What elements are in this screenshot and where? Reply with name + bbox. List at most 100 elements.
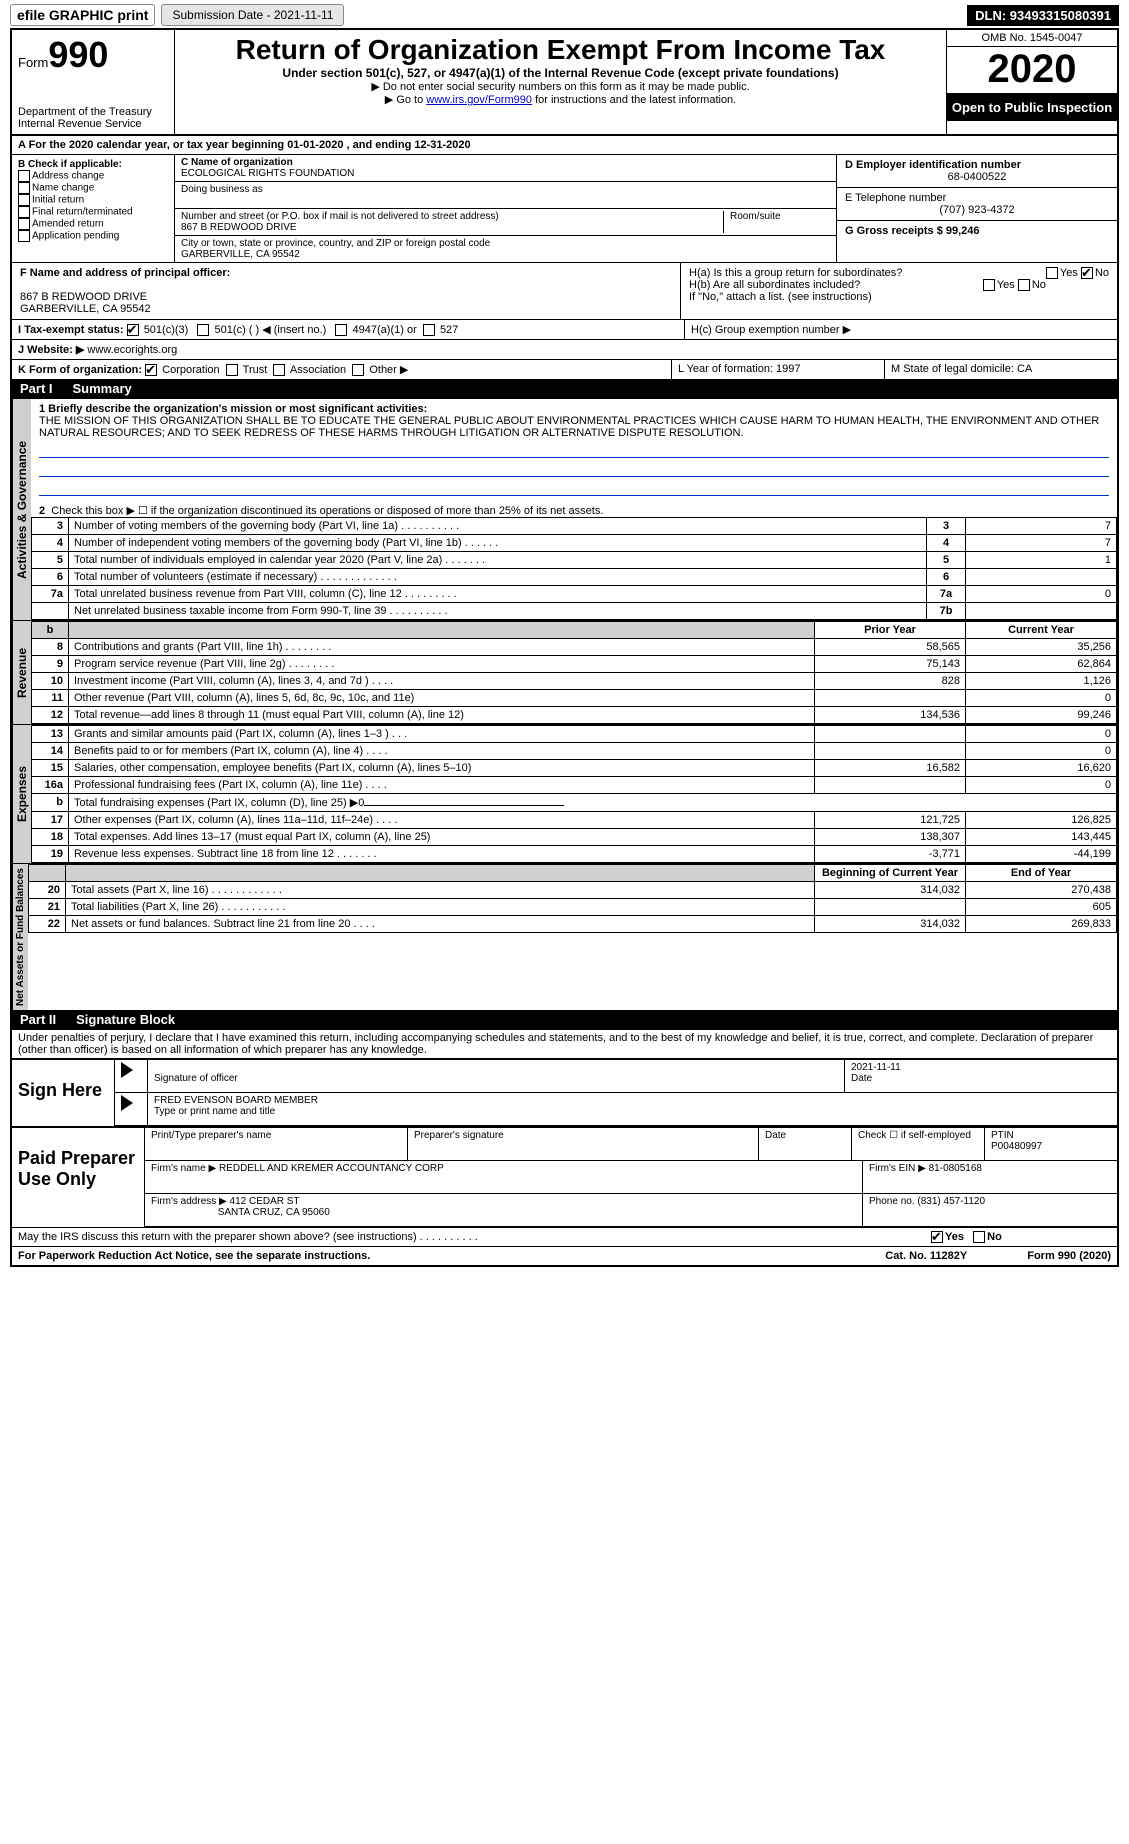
lbl-yes2: Yes — [997, 279, 1015, 291]
lbl-name-change: Name change — [32, 183, 94, 194]
revenue-table: bPrior YearCurrent Year8Contributions an… — [31, 621, 1117, 724]
street-address: 867 B REDWOOD DRIVE — [181, 222, 717, 233]
chk-assoc[interactable] — [273, 364, 285, 376]
chk-discuss-yes[interactable] — [931, 1231, 943, 1243]
lbl-initial-return: Initial return — [32, 195, 84, 206]
lbl-address-change: Address change — [32, 171, 104, 182]
officer-addr1: 867 B REDWOOD DRIVE — [20, 291, 672, 303]
opt-assoc: Association — [290, 364, 346, 376]
opt-501c3: 501(c)(3) — [144, 324, 189, 336]
prep-date-hdr: Date — [759, 1128, 852, 1160]
paperwork-notice: For Paperwork Reduction Act Notice, see … — [18, 1250, 370, 1262]
mission-text: THE MISSION OF THIS ORGANIZATION SHALL B… — [39, 415, 1109, 439]
city-label: City or town, state or province, country… — [181, 238, 830, 249]
chk-ha-no[interactable] — [1081, 267, 1093, 279]
opt-527: 527 — [440, 324, 458, 336]
form-title-box: Return of Organization Exempt From Incom… — [175, 30, 946, 134]
lbl-no: No — [1095, 267, 1109, 279]
chk-other[interactable] — [352, 364, 364, 376]
ptin-value: P00480997 — [991, 1141, 1042, 1152]
opt-4947: 4947(a)(1) or — [353, 324, 417, 336]
ssn-note: ▶ Do not enter social security numbers o… — [183, 80, 938, 93]
chk-hb-no[interactable] — [1018, 279, 1030, 291]
expenses-table: 13Grants and similar amounts paid (Part … — [31, 725, 1117, 863]
chk-501c3[interactable] — [127, 324, 139, 336]
ha-label: H(a) Is this a group return for subordin… — [689, 267, 902, 279]
hc-label: H(c) Group exemption number ▶ — [684, 320, 1117, 339]
chk-final-return[interactable] — [18, 206, 30, 218]
form-number: 990 — [48, 34, 108, 75]
gross-receipts: G Gross receipts $ 99,246 — [845, 225, 1109, 237]
ptin-label: PTIN — [991, 1130, 1014, 1141]
l-label: L Year of formation: 1997 — [671, 360, 884, 379]
tab-revenue: Revenue — [12, 621, 31, 724]
i-label: I Tax-exempt status: — [18, 324, 124, 336]
lbl-no2: No — [1032, 279, 1046, 291]
firm-name: REDDELL AND KREMER ACCOUNTANCY CORP — [219, 1163, 444, 1174]
omb-number: OMB No. 1545-0047 — [947, 30, 1117, 47]
perjury-declaration: Under penalties of perjury, I declare th… — [12, 1029, 1117, 1058]
ein-label: D Employer identification number — [845, 159, 1109, 171]
firm-name-label: Firm's name ▶ — [151, 1163, 216, 1174]
chk-app-pending[interactable] — [18, 230, 30, 242]
tab-expenses: Expenses — [12, 725, 31, 863]
chk-4947[interactable] — [335, 324, 347, 336]
cat-number: Cat. No. 11282Y — [885, 1250, 967, 1262]
city-value: GARBERVILLE, CA 95542 — [181, 249, 830, 260]
phone-label: E Telephone number — [845, 192, 1109, 204]
form-label: Form — [18, 55, 48, 70]
chk-trust[interactable] — [226, 364, 238, 376]
chk-hb-yes[interactable] — [983, 279, 995, 291]
chk-501c[interactable] — [197, 324, 209, 336]
firm-ein: 81-0805168 — [929, 1163, 982, 1174]
prep-sig-hdr: Preparer's signature — [408, 1128, 759, 1160]
opt-501c: 501(c) ( ) ◀ (insert no.) — [215, 324, 327, 336]
hb-label: H(b) Are all subordinates included? — [689, 279, 860, 291]
opt-corp: Corporation — [162, 364, 219, 376]
prep-self-hdr: Check ☐ if self-employed — [852, 1128, 985, 1160]
form-id-box: Form990 Department of the Treasury Inter… — [12, 30, 175, 134]
addr-label: Number and street (or P.O. box if mail i… — [181, 211, 717, 222]
lbl-discuss-yes: Yes — [945, 1231, 964, 1243]
chk-address-change[interactable] — [18, 170, 30, 182]
form-ref: Form 990 (2020) — [1027, 1250, 1111, 1262]
year-box: OMB No. 1545-0047 2020 Open to Public In… — [946, 30, 1117, 134]
opt-other: Other ▶ — [369, 364, 408, 376]
discuss-question: May the IRS discuss this return with the… — [12, 1228, 925, 1246]
m-label: M State of legal domicile: CA — [884, 360, 1117, 379]
lbl-discuss-no: No — [987, 1231, 1002, 1243]
firm-ein-label: Firm's EIN ▶ — [869, 1163, 926, 1174]
firm-city: SANTA CRUZ, CA 95060 — [218, 1207, 330, 1218]
chk-corp[interactable] — [145, 364, 157, 376]
goto-pre: ▶ Go to — [385, 94, 426, 106]
part2-label: Part II — [20, 1012, 56, 1027]
firm-addr: 412 CEDAR ST — [230, 1196, 300, 1207]
sig-officer-label: Signature of officer — [154, 1073, 238, 1084]
instructions-link[interactable]: www.irs.gov/Form990 — [426, 94, 532, 106]
arrow-icon — [121, 1062, 133, 1078]
chk-discuss-no[interactable] — [973, 1231, 985, 1243]
sign-here-label: Sign Here — [12, 1060, 115, 1126]
tax-year: 2020 — [947, 47, 1117, 94]
website-value: www.ecorights.org — [87, 344, 177, 356]
chk-ha-yes[interactable] — [1046, 267, 1058, 279]
lbl-yes: Yes — [1060, 267, 1078, 279]
firm-addr-label: Firm's address ▶ — [151, 1196, 227, 1207]
dept-label: Department of the Treasury Internal Reve… — [18, 106, 168, 130]
k-label: K Form of organization: — [18, 364, 142, 376]
c-name-label: C Name of organization — [181, 157, 830, 168]
part2-name: Signature Block — [76, 1012, 175, 1027]
tab-governance: Activities & Governance — [12, 399, 31, 620]
submission-date-button[interactable]: Submission Date - 2021-11-11 — [161, 4, 344, 26]
org-name: ECOLOGICAL RIGHTS FOUNDATION — [181, 168, 830, 179]
sig-date-label: Date — [851, 1073, 872, 1084]
lbl-amended: Amended return — [32, 219, 104, 230]
form-subtitle: Under section 501(c), 527, or 4947(a)(1)… — [183, 66, 938, 80]
efile-label: efile GRAPHIC print — [10, 4, 155, 26]
paid-preparer-label: Paid Preparer Use Only — [12, 1128, 145, 1227]
dba-label: Doing business as — [181, 184, 830, 195]
chk-527[interactable] — [423, 324, 435, 336]
chk-amended[interactable] — [18, 218, 30, 230]
chk-name-change[interactable] — [18, 182, 30, 194]
chk-initial-return[interactable] — [18, 194, 30, 206]
